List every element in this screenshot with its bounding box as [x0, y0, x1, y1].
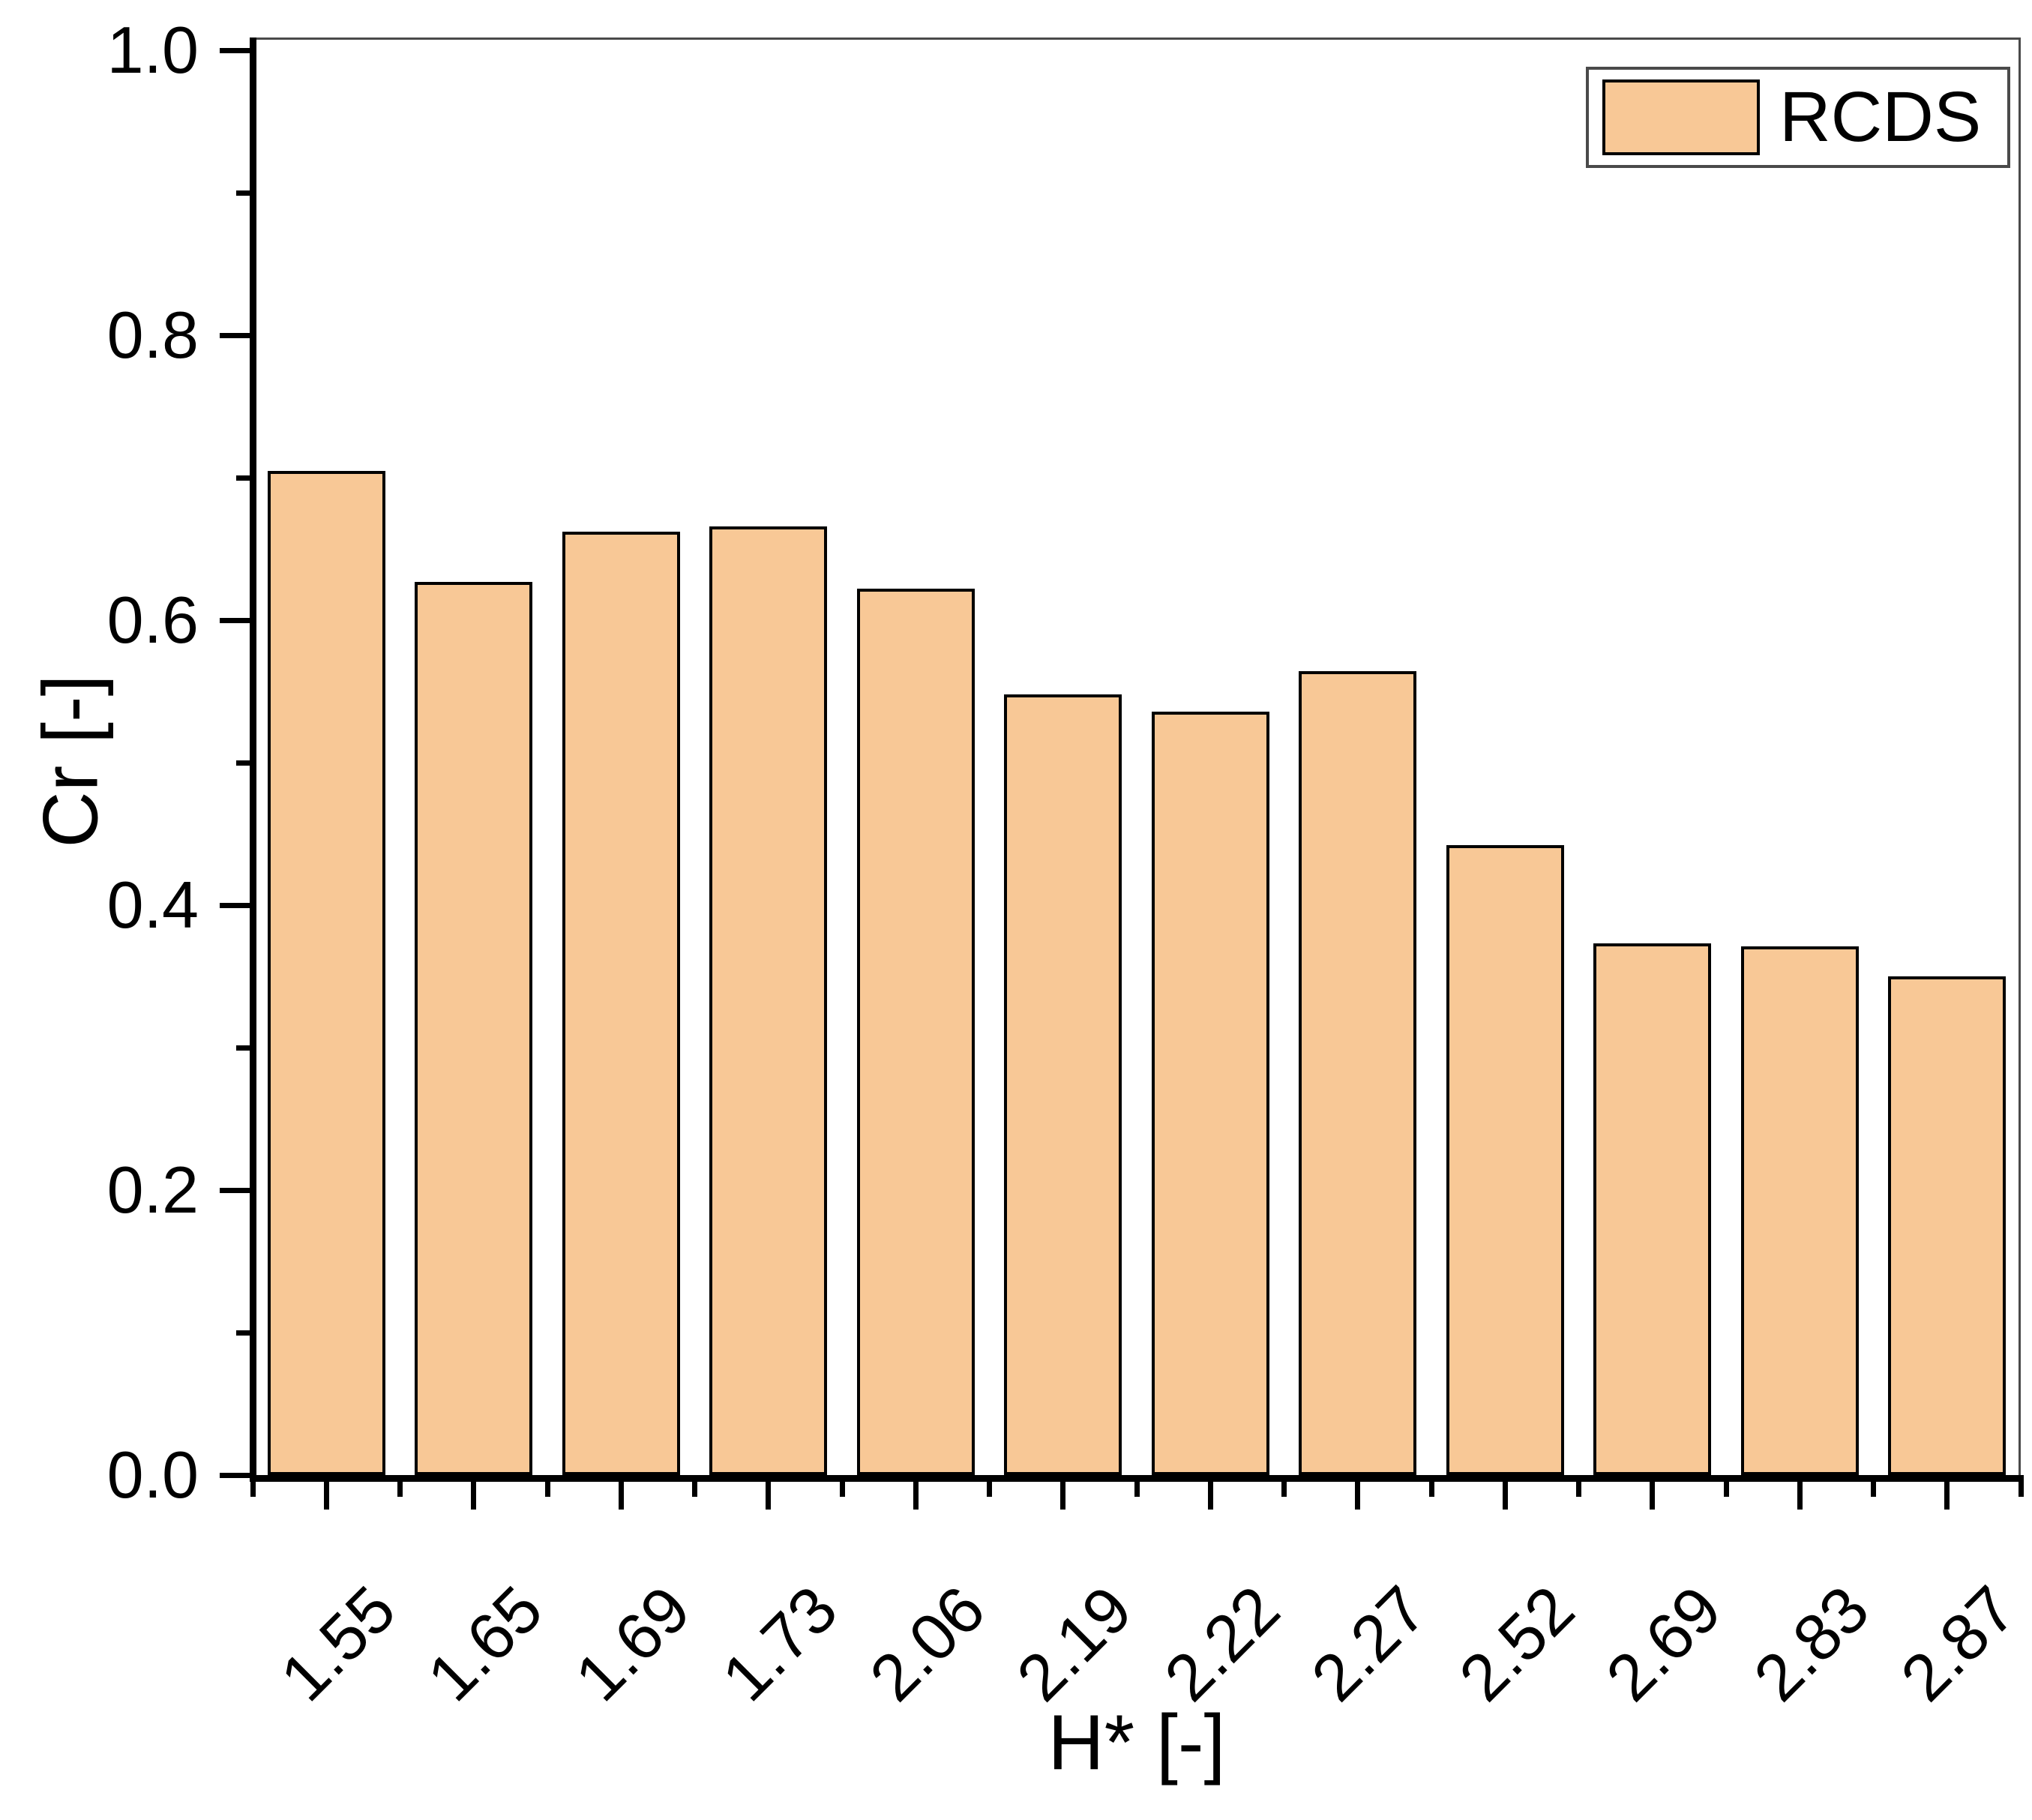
legend: RCDS	[1586, 67, 2010, 168]
y-minor-tick	[236, 1045, 253, 1051]
x-major-tick	[618, 1482, 624, 1510]
x-major-tick	[1060, 1482, 1066, 1510]
y-major-tick	[220, 1472, 253, 1478]
bar-2.69	[1593, 943, 1712, 1475]
x-minor-tick	[1428, 1482, 1434, 1497]
x-tick-label: 2.22	[1149, 1571, 1294, 1715]
y-major-tick	[220, 617, 253, 623]
x-major-tick	[323, 1482, 329, 1510]
x-tick-label: 2.83	[1739, 1571, 1884, 1715]
x-tick-label: 2.52	[1444, 1571, 1589, 1715]
y-minor-tick	[236, 190, 253, 196]
x-minor-tick	[692, 1482, 697, 1497]
x-minor-tick	[1134, 1482, 1140, 1497]
y-tick-label: 0.8	[106, 298, 199, 372]
y-tick-label: 0.6	[106, 583, 199, 657]
x-minor-tick	[1723, 1482, 1729, 1497]
bar-1.69	[562, 532, 680, 1475]
bar-1.65	[415, 581, 533, 1475]
bar-2.06	[856, 589, 975, 1475]
x-tick-label: 2.19	[1003, 1571, 1146, 1715]
x-tick-label: 2.06	[855, 1571, 1000, 1715]
legend-label: RCDS	[1779, 77, 1982, 157]
x-major-tick	[913, 1482, 919, 1510]
y-axis-line	[250, 37, 256, 1482]
plot-frame	[253, 37, 2021, 1475]
y-major-tick	[220, 902, 253, 908]
x-major-tick	[1944, 1482, 1950, 1510]
y-tick-label: 0.0	[106, 1438, 199, 1512]
y-minor-tick	[236, 1330, 253, 1336]
x-major-tick	[1502, 1482, 1508, 1510]
x-tick-label: 1.65	[413, 1571, 557, 1715]
legend-swatch-rcds	[1602, 79, 1760, 155]
x-major-tick	[1355, 1482, 1361, 1510]
y-major-tick	[220, 332, 253, 338]
x-major-tick	[471, 1482, 477, 1510]
x-minor-tick	[2018, 1482, 2024, 1497]
x-tick-label: 2.27	[1297, 1571, 1441, 1715]
x-axis-line	[250, 1475, 2024, 1482]
x-minor-tick	[544, 1482, 550, 1497]
y-minor-tick	[236, 475, 253, 481]
x-minor-tick	[397, 1482, 403, 1497]
x-tick-label: 2.87	[1887, 1571, 2031, 1715]
bar-2.87	[1888, 976, 2007, 1475]
x-minor-tick	[250, 1482, 256, 1497]
y-tick-label: 0.2	[106, 1153, 199, 1227]
bar-2.83	[1740, 946, 1859, 1475]
x-major-tick	[1650, 1482, 1656, 1510]
x-tick-label: 1.73	[708, 1571, 852, 1715]
y-major-tick	[220, 47, 253, 53]
x-minor-tick	[1281, 1482, 1287, 1497]
x-major-tick	[766, 1482, 772, 1510]
x-axis-title: H* [-]	[1047, 1699, 1226, 1786]
x-minor-tick	[1576, 1482, 1581, 1497]
x-tick-label: 2.69	[1592, 1571, 1736, 1715]
y-minor-tick	[236, 760, 253, 766]
x-major-tick	[1207, 1482, 1213, 1510]
bar-1.55	[267, 470, 385, 1475]
x-minor-tick	[987, 1482, 992, 1497]
bar-1.73	[709, 526, 828, 1475]
x-major-tick	[1797, 1482, 1803, 1510]
bar-2.19	[1004, 694, 1122, 1475]
x-minor-tick	[1871, 1482, 1876, 1497]
y-major-tick	[220, 1187, 253, 1193]
x-tick-label: 1.55	[265, 1571, 410, 1715]
y-axis-title: Cr [-]	[27, 674, 115, 848]
bar-2.52	[1446, 845, 1564, 1475]
bar-2.22	[1151, 711, 1269, 1475]
x-minor-tick	[839, 1482, 845, 1497]
y-tick-label: 1.0	[106, 13, 199, 87]
x-tick-label: 1.69	[560, 1571, 705, 1715]
bar-2.27	[1299, 671, 1417, 1475]
y-tick-label: 0.4	[106, 868, 199, 942]
